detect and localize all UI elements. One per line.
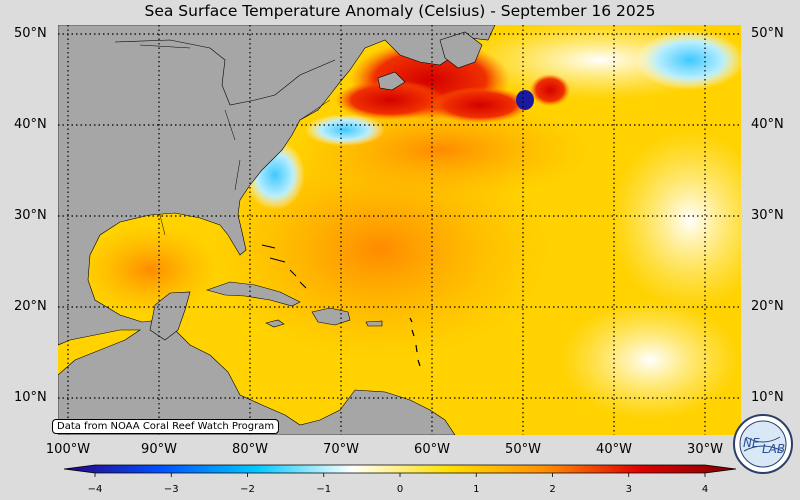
map-title: Sea Surface Temperature Anomaly (Celsius… [144,2,656,20]
lat-label-right: 50°N [751,26,784,41]
data-source-note: Data from NOAA Coral Reef Watch Program [52,419,280,434]
colorbar-tick-label: 4 [701,484,709,495]
lon-label: 70°W [323,442,359,457]
colorbar-tick-label: 2 [549,484,556,495]
nelab-logo: NE LAB [733,414,793,474]
lon-label: 100°W [45,442,91,457]
colorbar-tick-label: 0 [396,484,404,495]
great-lakes [114,39,336,106]
cuba [205,281,301,307]
hispaniola [311,307,351,326]
logo-text: LAB [762,442,785,456]
cool-anomaly [305,114,385,146]
lesser-antilles [409,317,421,367]
hot-anomaly [430,87,530,123]
lon-label: 90°W [141,442,177,457]
yucatan-peninsula [149,291,191,341]
lon-label: 30°W [687,442,723,457]
graticule [58,25,741,435]
lon-label: 80°W [232,442,268,457]
lat-label-left: 50°N [14,26,47,41]
lon-label: 40°W [596,442,632,457]
colorbar-tick-label: −3 [163,484,179,495]
colorbar-tick-label: 1 [473,484,480,495]
lat-label-right: 40°N [751,117,784,132]
jamaica [265,319,285,328]
bahamas [261,244,307,289]
lat-label-right: 20°N [751,299,784,314]
colorbar-tick-label: 3 [625,484,632,495]
colorbar-tick-label: −4 [87,484,103,495]
lon-label: 60°W [414,442,450,457]
puerto-rico [365,320,383,327]
nova-scotia [377,71,406,91]
colorbar-tick-label: −1 [316,484,332,495]
lat-label-left: 20°N [14,299,47,314]
lat-label-left: 40°N [14,117,47,132]
warm-anomaly [80,225,220,315]
neutral-anomaly [560,300,740,420]
cool-anomaly [635,30,741,90]
lat-label-right: 10°N [751,390,784,405]
lat-label-right: 30°N [751,208,784,223]
lat-label-left: 10°N [14,390,47,405]
cold-anomaly [516,90,534,110]
newfoundland [439,31,483,69]
neutral-anomaly [610,130,741,310]
hot-anomaly [335,80,445,120]
hot-anomaly [530,74,570,106]
colorbar-tick-label: −2 [240,484,255,495]
lon-label: 50°W [505,442,541,457]
logo-text: NE [743,436,760,450]
lat-label-left: 30°N [14,208,47,223]
